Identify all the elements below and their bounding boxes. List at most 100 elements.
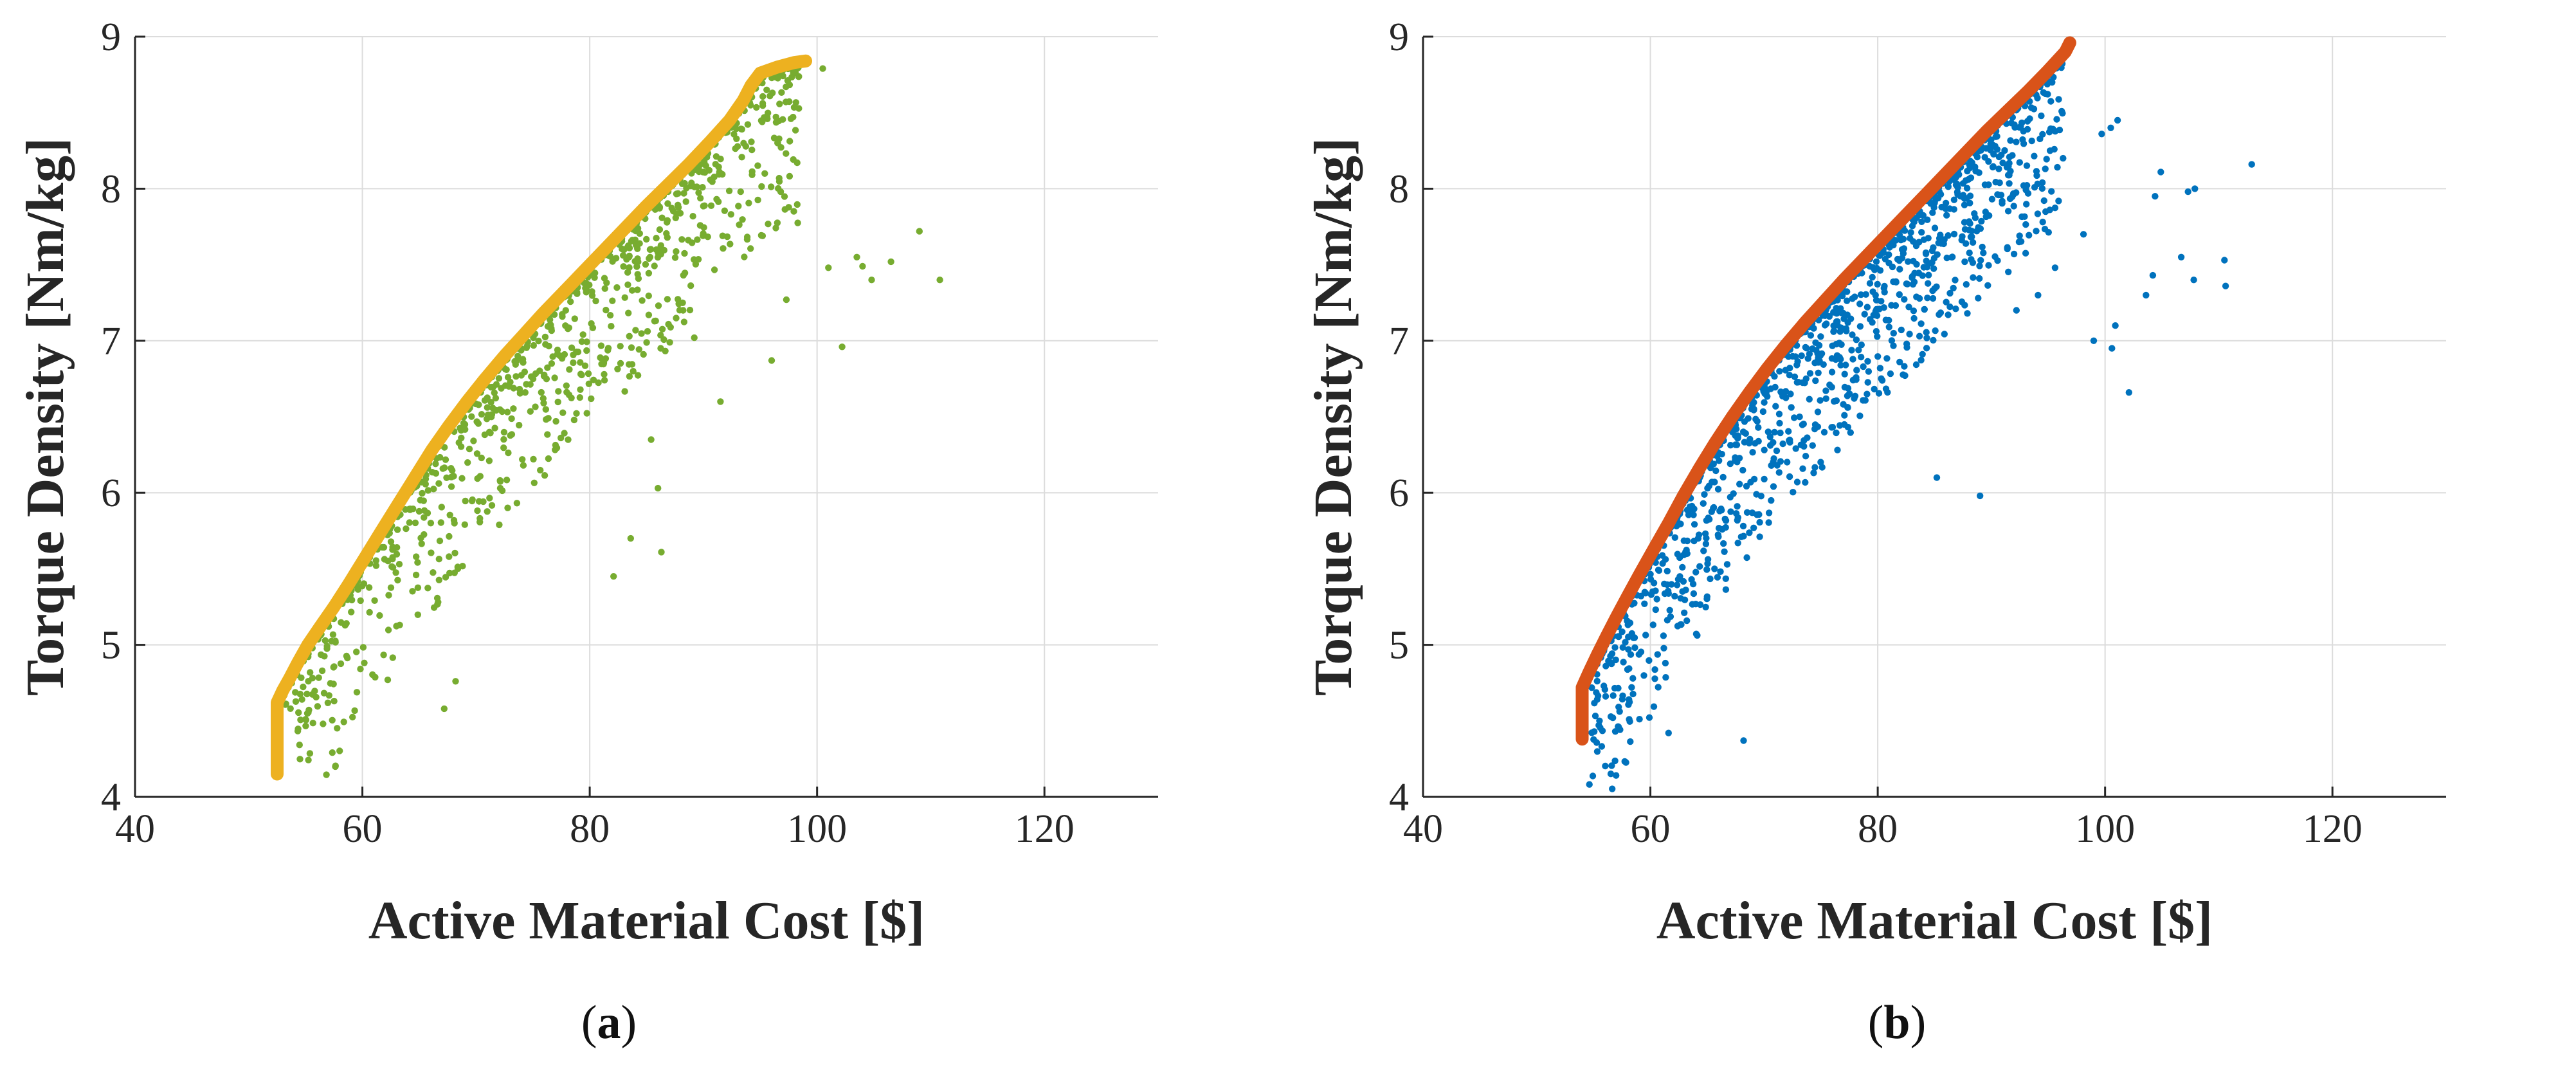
design-point <box>513 500 521 507</box>
design-point <box>583 347 590 354</box>
design-point-outlier <box>648 436 655 443</box>
design-point <box>1930 265 1937 272</box>
design-point <box>1701 530 1709 537</box>
design-point <box>519 356 527 363</box>
design-point <box>1881 282 1888 290</box>
design-point <box>1755 511 1763 518</box>
design-point <box>1959 180 1967 187</box>
design-point-outlier <box>1610 714 1617 722</box>
y-tick-label: 4 <box>101 776 121 819</box>
design-point <box>681 179 688 187</box>
design-point <box>1918 320 1925 327</box>
design-point-outlier <box>2190 277 2197 284</box>
design-point <box>448 465 455 472</box>
design-point <box>464 459 471 466</box>
design-point <box>503 408 511 415</box>
design-point <box>1918 218 1925 225</box>
design-point <box>1973 154 1981 161</box>
design-point <box>1817 333 1824 340</box>
design-point <box>1696 563 1703 570</box>
design-point <box>2040 197 2047 205</box>
design-point-outlier <box>1977 492 1984 500</box>
design-point-outlier <box>887 258 894 266</box>
design-point <box>604 345 612 352</box>
design-point <box>541 371 548 379</box>
design-point <box>1593 748 1601 755</box>
design-point <box>1652 606 1659 614</box>
design-point <box>446 553 453 560</box>
chart-panel-b: 40 60 80 100 120 4 5 6 7 8 9 Active Material Cost [… <box>1288 0 2576 1067</box>
design-point-outlier <box>2107 124 2114 131</box>
design-point <box>2015 238 2023 246</box>
design-point <box>1779 440 1786 448</box>
design-point <box>474 507 481 515</box>
design-point <box>1965 176 1972 183</box>
design-point <box>1759 408 1767 415</box>
design-point-outlier <box>2157 169 2164 176</box>
design-point <box>554 398 561 406</box>
design-point <box>418 540 425 547</box>
design-point <box>585 370 592 378</box>
design-point <box>2022 250 2029 257</box>
design-point <box>675 204 682 211</box>
design-point <box>1898 326 1905 334</box>
design-point <box>747 102 754 109</box>
design-point <box>592 297 599 305</box>
design-point <box>598 360 605 368</box>
design-point <box>1867 316 1874 323</box>
design-point <box>1969 259 1977 266</box>
y-tick-label: 7 <box>1389 320 1409 363</box>
design-point <box>1722 517 1730 524</box>
design-point <box>2034 210 2042 217</box>
design-point <box>1677 621 1684 628</box>
design-point <box>1703 566 1710 573</box>
scatter-chart-a: 40 60 80 100 120 4 5 6 7 8 9 Active Material Cost [… <box>15 15 1158 951</box>
design-point <box>2023 162 2031 169</box>
design-point <box>1767 385 1774 392</box>
design-point <box>1964 310 1971 317</box>
design-point <box>658 325 666 333</box>
design-point <box>1866 280 1874 287</box>
design-point <box>597 342 605 349</box>
design-point <box>1665 587 1672 595</box>
design-point <box>667 324 675 331</box>
design-point <box>532 370 540 378</box>
design-point <box>305 756 312 763</box>
design-point <box>446 533 453 540</box>
design-point <box>583 338 590 345</box>
design-point <box>538 388 545 396</box>
design-point <box>1939 239 1946 246</box>
design-point <box>1714 486 1722 493</box>
design-point <box>664 296 671 303</box>
design-point <box>359 583 366 590</box>
design-point <box>541 472 549 479</box>
design-point <box>712 153 720 160</box>
design-point <box>1856 412 1864 419</box>
design-point <box>1796 413 1803 421</box>
design-point <box>1890 329 1897 337</box>
design-point <box>432 461 439 468</box>
design-point <box>1646 714 1653 721</box>
design-point <box>1649 621 1656 628</box>
design-point <box>772 113 779 121</box>
design-point <box>694 236 701 243</box>
design-point <box>573 410 580 417</box>
design-point <box>1711 565 1718 572</box>
design-point <box>1976 262 1983 269</box>
design-point <box>542 341 549 348</box>
design-point <box>581 362 589 369</box>
design-point <box>1662 659 1669 667</box>
design-point <box>763 86 770 93</box>
design-point <box>1878 375 1885 382</box>
design-point <box>570 351 577 358</box>
design-point <box>1727 460 1734 468</box>
design-point <box>1761 475 1768 483</box>
design-point <box>1862 291 1869 298</box>
design-point <box>510 405 517 412</box>
design-point <box>446 511 453 518</box>
design-point <box>1857 291 1865 298</box>
design-point <box>1772 403 1779 410</box>
x-tick-label: 40 <box>115 807 155 851</box>
design-point <box>298 696 305 703</box>
design-point <box>1897 237 1905 244</box>
